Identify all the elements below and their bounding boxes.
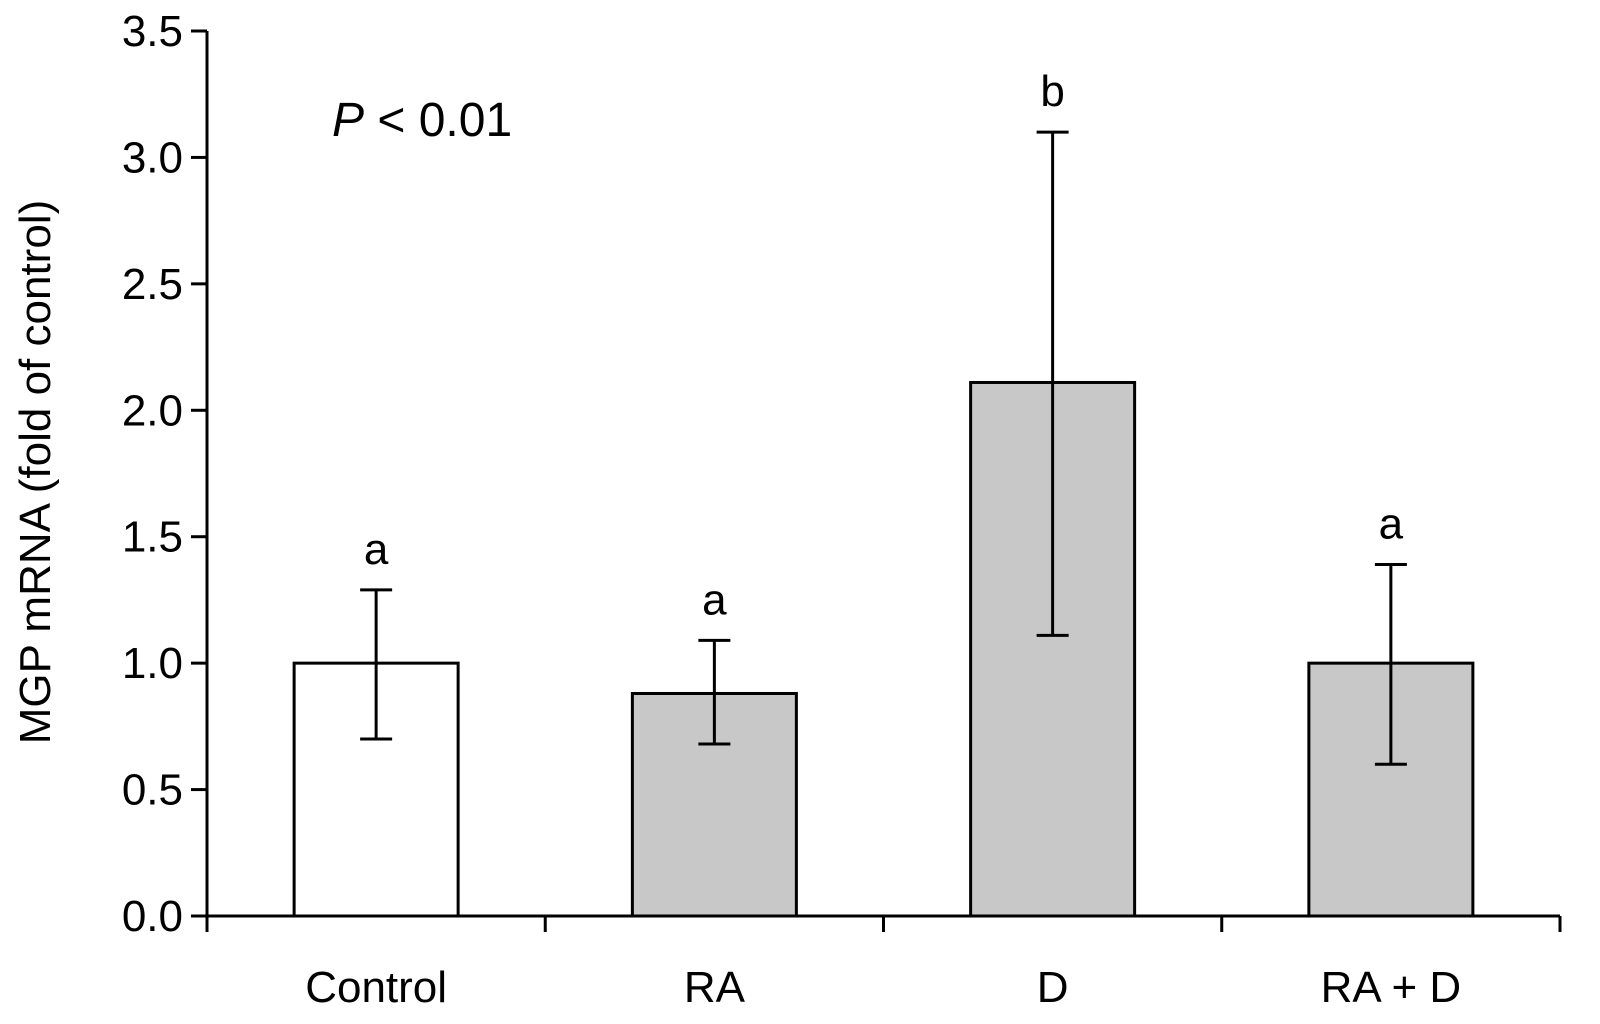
y-tick-label: 3.5 bbox=[122, 7, 183, 56]
y-tick-label: 1.0 bbox=[122, 639, 183, 688]
axes: 0.0 0.5 1.0 1.5 2.0 2.5 3.0 3.5 bbox=[122, 7, 1562, 941]
y-tick-label: 3.0 bbox=[122, 133, 183, 182]
p-value-annotation: P < 0.01 bbox=[332, 94, 512, 147]
y-tick-label: 0.5 bbox=[122, 766, 183, 815]
x-category-label: D bbox=[1037, 963, 1069, 1012]
significance-letter: a bbox=[364, 525, 389, 574]
significance-letter: a bbox=[702, 575, 727, 624]
y-tick-label: 1.5 bbox=[122, 513, 183, 562]
labels: a Control a RA b Da RA + D bbox=[305, 67, 1461, 1012]
significance-letter: b bbox=[1040, 67, 1064, 116]
x-category-label: Control bbox=[305, 963, 447, 1012]
p-symbol: P bbox=[332, 94, 364, 147]
bars bbox=[292, 130, 1475, 918]
y-tick-label: 2.0 bbox=[122, 386, 183, 435]
x-category-label: RA + D bbox=[1321, 963, 1462, 1012]
y-tick-label: 2.5 bbox=[122, 260, 183, 309]
y-tick-label: 0.0 bbox=[122, 892, 183, 941]
y-axis-title: MGP mRNA (fold of control) bbox=[11, 200, 60, 744]
p-text: < 0.01 bbox=[364, 94, 512, 147]
bar-ra-d bbox=[1307, 661, 1475, 918]
x-category-label: RA bbox=[684, 963, 746, 1012]
significance-letter: a bbox=[1379, 500, 1404, 549]
